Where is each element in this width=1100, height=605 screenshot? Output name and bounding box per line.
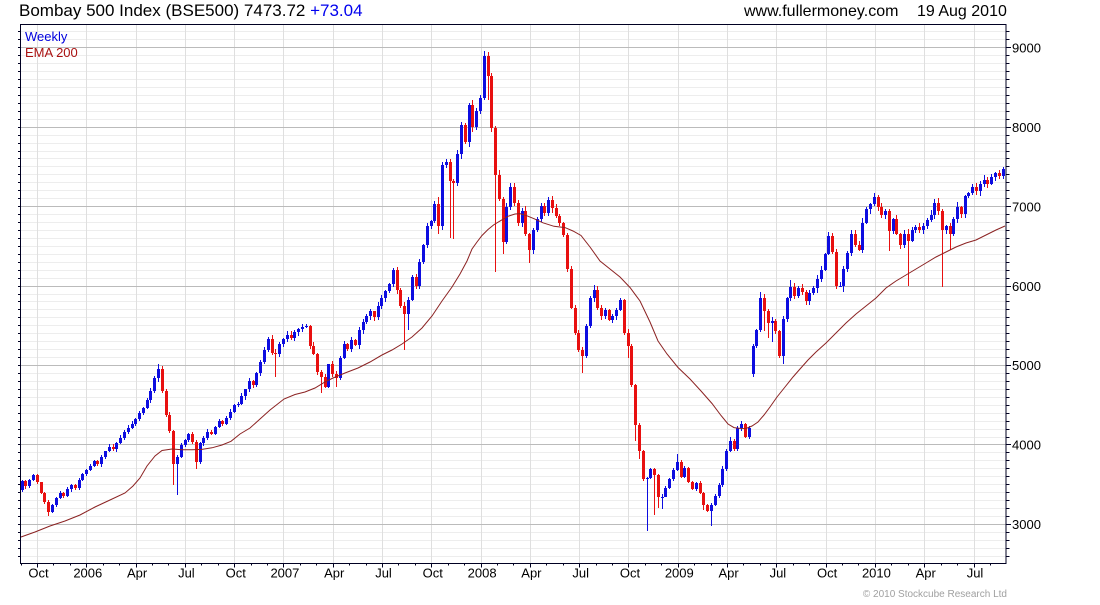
svg-text:www.fullermoney.com: www.fullermoney.com — [743, 3, 898, 20]
svg-text:© 2010 Stockcube Research Ltd: © 2010 Stockcube Research Ltd — [863, 589, 1007, 600]
svg-text:Apr: Apr — [324, 566, 345, 581]
svg-text:Apr: Apr — [521, 566, 542, 581]
svg-text:2008: 2008 — [468, 566, 497, 581]
svg-text:6000: 6000 — [1012, 279, 1041, 294]
svg-text:Jul: Jul — [770, 566, 787, 581]
svg-text:Oct: Oct — [620, 566, 641, 581]
svg-text:Apr: Apr — [916, 566, 937, 581]
svg-text:8000: 8000 — [1012, 120, 1041, 135]
svg-text:Weekly: Weekly — [25, 29, 68, 44]
svg-text:7000: 7000 — [1012, 199, 1041, 214]
svg-text:Oct: Oct — [817, 566, 838, 581]
svg-text:Apr: Apr — [718, 566, 739, 581]
svg-text:19 Aug 2010: 19 Aug 2010 — [917, 3, 1007, 20]
svg-text:Oct: Oct — [28, 566, 49, 581]
svg-text:2010: 2010 — [862, 566, 891, 581]
svg-text:2006: 2006 — [73, 566, 102, 581]
svg-text:Jul: Jul — [967, 566, 984, 581]
svg-text:4000: 4000 — [1012, 438, 1041, 453]
svg-text:EMA 200: EMA 200 — [25, 45, 78, 60]
svg-text:2009: 2009 — [665, 566, 694, 581]
svg-text:5000: 5000 — [1012, 358, 1041, 373]
svg-text:9000: 9000 — [1012, 40, 1041, 55]
svg-text:3000: 3000 — [1012, 517, 1041, 532]
svg-text:Jul: Jul — [178, 566, 195, 581]
svg-text:Jul: Jul — [375, 566, 392, 581]
svg-text:Jul: Jul — [572, 566, 589, 581]
svg-text:Oct: Oct — [423, 566, 444, 581]
svg-text:2007: 2007 — [270, 566, 299, 581]
svg-text:Oct: Oct — [226, 566, 247, 581]
svg-text:Bombay 500 Index (BSE500) 7473: Bombay 500 Index (BSE500) 7473.72 +73.04 — [19, 1, 363, 20]
svg-text:Apr: Apr — [127, 566, 148, 581]
